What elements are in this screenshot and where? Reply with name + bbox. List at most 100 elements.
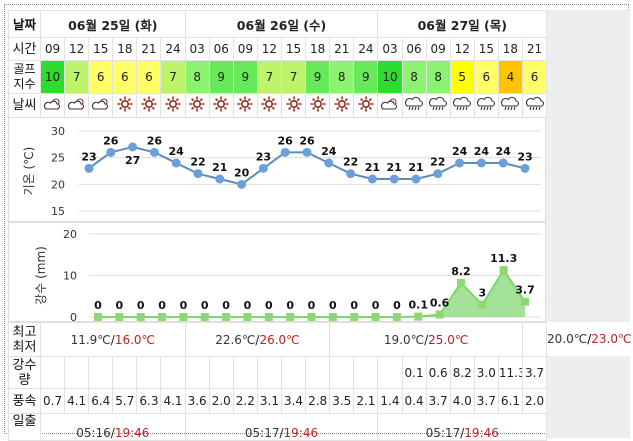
data-point: [414, 312, 423, 321]
data-point: [215, 174, 225, 184]
data-point: [392, 313, 401, 321]
data-point: [350, 313, 359, 321]
rain-icon: [521, 93, 548, 118]
data-point: [243, 313, 252, 321]
min-temp: 19.0℃: [383, 332, 425, 347]
time-cell: 15: [473, 37, 499, 61]
wind-cell: 3.6: [184, 388, 210, 414]
min-temp: 22.6℃: [215, 332, 256, 347]
data-point: [136, 313, 145, 321]
sunny-icon: [256, 93, 282, 118]
time-cell: 03: [184, 37, 210, 61]
maxmin-empty-cell: [522, 322, 548, 357]
precip-label: 강수 량: [8, 356, 41, 389]
data-point: [433, 169, 443, 179]
data-label: 24: [452, 145, 468, 158]
golf-index-cell: 5: [449, 60, 475, 94]
wind-cell: 6.3: [136, 388, 162, 414]
precip-cell: 3.0: [473, 356, 499, 389]
wind-cell: 2.0: [522, 388, 548, 414]
golf-index-cell: 6: [112, 60, 138, 94]
time-cell: 06: [208, 37, 234, 61]
data-point: [302, 147, 312, 157]
sunny-icon: [136, 93, 162, 118]
precip-cell: [160, 356, 186, 389]
data-label: 22: [430, 156, 445, 169]
data-label: 21: [387, 161, 402, 174]
wind-label: 풍속: [8, 388, 41, 414]
wind-cell: 2.1: [353, 388, 379, 414]
data-label: 8.2: [451, 265, 471, 278]
time-cell: 06: [401, 37, 427, 61]
precip-cell: [39, 356, 66, 389]
data-label: 23: [81, 150, 96, 163]
rain-icon: [401, 93, 427, 118]
wind-cell: 3.7: [473, 388, 499, 414]
time-cell: 15: [88, 37, 114, 61]
time-cell: 24: [353, 37, 379, 61]
golf-index-cell: 4: [497, 60, 523, 94]
precip-cell: [208, 356, 234, 389]
precip-cell: [64, 356, 90, 389]
data-point: [149, 147, 159, 157]
data-point: [521, 297, 529, 306]
data-label: 0: [158, 299, 166, 312]
precip-cell: [232, 356, 258, 389]
data-label: 27: [125, 154, 140, 167]
sunny-icon: [280, 93, 307, 118]
sunrise-cell: 05:17/19:46: [377, 413, 548, 441]
sunny-icon: [208, 93, 234, 118]
summary-table: 최고 최저 11.9℃/16.0℃ 22.6℃/26.0℃ 19.0℃/25.0℃ 강…: [8, 322, 548, 441]
date-label: 날짜: [8, 10, 41, 38]
wind-cell: 2.0: [208, 388, 234, 414]
golf-index-cell: 9: [305, 60, 331, 94]
golf-index-cell: 7: [280, 60, 307, 94]
time-cell: 12: [449, 37, 475, 61]
golf-label: 골프 지수: [8, 60, 41, 94]
time-cell: 18: [305, 37, 331, 61]
y-tick-label: 30: [51, 125, 65, 138]
data-point: [171, 158, 181, 168]
time-cell: 18: [497, 37, 523, 61]
precip-cell: [377, 356, 403, 389]
side-panel: [546, 10, 630, 438]
partly-cloudy-icon: [64, 93, 90, 118]
data-label: 0: [137, 299, 145, 312]
sunrise-time: 05:17: [244, 426, 280, 440]
data-label: 23: [517, 150, 532, 163]
data-point: [158, 313, 167, 321]
data-label: 26: [103, 134, 119, 147]
y-axis-label: 강수 (mm): [34, 246, 48, 305]
data-label: 0: [265, 299, 273, 312]
time-cell: 24: [160, 37, 186, 61]
data-label: 0.1: [409, 299, 429, 312]
day-header: 06월 26일 (수): [184, 10, 379, 38]
data-label: 24: [496, 145, 512, 158]
data-point: [478, 300, 487, 309]
max-temp: 16.0℃: [114, 332, 156, 347]
precip-cell: [184, 356, 210, 389]
golf-index-cell: 6: [473, 60, 499, 94]
sunny-icon: [329, 93, 355, 118]
sunrise-time: 05:16: [76, 426, 111, 440]
golf-index-cell: 10: [39, 60, 66, 94]
data-label: 0: [286, 299, 294, 312]
data-label: 0: [180, 299, 188, 312]
precip-cell: [88, 356, 114, 389]
wind-cell: 3.5: [329, 388, 355, 414]
sunrise-time: 05:17: [425, 426, 461, 440]
golf-index-cell: 6: [88, 60, 114, 94]
data-point: [435, 310, 444, 319]
time-cell: 21: [136, 37, 162, 61]
rain-icon: [497, 93, 523, 118]
data-label: 21: [365, 161, 380, 174]
precip-cell: 0.1: [401, 356, 427, 389]
golf-index-cell: 8: [329, 60, 355, 94]
sunny-icon: [232, 93, 258, 118]
time-cell: 09: [425, 37, 451, 61]
data-point: [237, 179, 247, 189]
precip-cell: 3.7: [522, 356, 548, 389]
data-label: 0: [308, 299, 316, 312]
y-tick-label: 20: [63, 228, 77, 241]
sunrise-cell: 05:16/19:46: [40, 413, 186, 441]
